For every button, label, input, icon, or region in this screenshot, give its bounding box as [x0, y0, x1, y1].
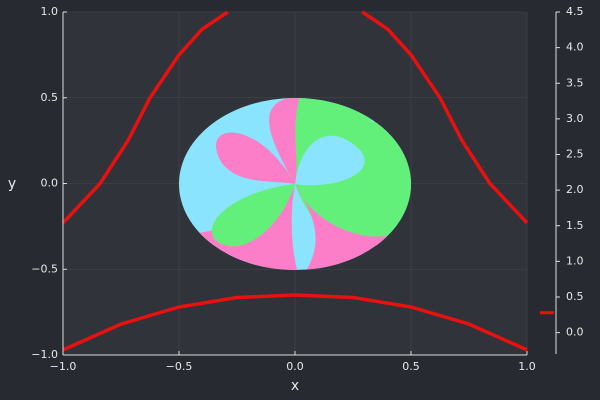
y-tick-label: 0.5	[41, 91, 59, 104]
colorbar-tick-label: 0.0	[566, 326, 584, 339]
colorbar-tick-label: 1.0	[566, 254, 584, 267]
contour-line	[62, 293, 528, 352]
y-tick-label: −1.0	[31, 348, 58, 361]
x-tick-label: 0.5	[402, 360, 420, 373]
colorbar-tick-label: 2.0	[566, 183, 584, 196]
colorbar-tick-label: 3.0	[566, 112, 584, 125]
colorbar-tick-label: 2.5	[566, 148, 584, 161]
x-tick-label: 1.0	[518, 360, 536, 373]
colorbar-tick-label: 4.0	[566, 41, 584, 54]
colorbar-tick-label: 4.5	[566, 5, 584, 18]
y-tick-label: 1.0	[41, 5, 59, 18]
y-tick-label: 0.0	[41, 177, 59, 190]
x-label: x	[291, 378, 299, 394]
contour-line	[361, 10, 529, 225]
x-tick-label: −0.5	[166, 360, 193, 373]
colorbar-tick-label: 0.5	[566, 290, 584, 303]
y-label: y	[8, 176, 16, 192]
x-tick-label: −1.0	[50, 360, 77, 373]
y-tick-label: −0.5	[31, 262, 58, 275]
colorbar-tick-label: 1.5	[566, 219, 584, 232]
colorbar-tick-label: 3.5	[566, 76, 584, 89]
contour-line	[61, 10, 229, 225]
x-tick-label: 0.0	[286, 360, 304, 373]
